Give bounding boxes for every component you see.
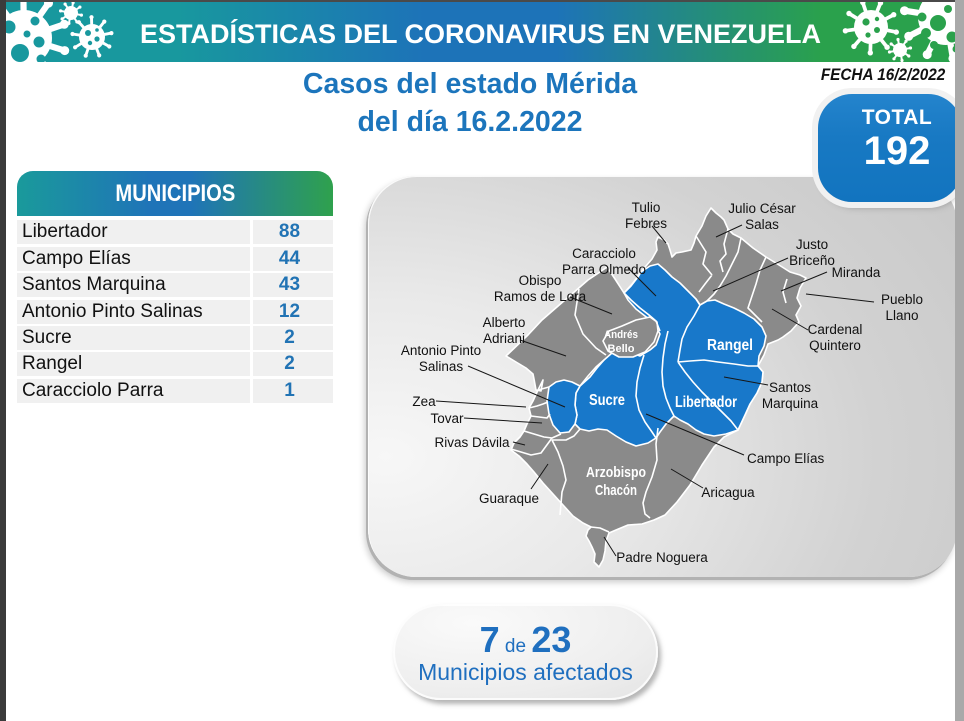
svg-text:Febres: Febres: [625, 216, 667, 231]
svg-text:Justo: Justo: [796, 237, 828, 252]
svg-text:Salas: Salas: [745, 217, 779, 232]
svg-text:Ramos de Lora: Ramos de Lora: [494, 289, 587, 304]
svg-text:Antonio Pinto: Antonio Pinto: [401, 343, 481, 358]
svg-text:Pueblo: Pueblo: [881, 292, 923, 307]
svg-text:Libertador: Libertador: [675, 394, 737, 411]
svg-text:Bello: Bello: [608, 343, 635, 355]
svg-text:Marquina: Marquina: [762, 396, 819, 411]
svg-text:Campo Elías: Campo Elías: [747, 451, 825, 466]
svg-text:Miranda: Miranda: [832, 265, 881, 280]
svg-text:Parra Olmedo: Parra Olmedo: [562, 262, 646, 277]
svg-text:Sucre: Sucre: [589, 392, 625, 409]
svg-text:Tovar: Tovar: [430, 411, 464, 426]
svg-text:Llano: Llano: [885, 308, 918, 323]
svg-text:Briceño: Briceño: [789, 253, 835, 268]
svg-text:Alberto: Alberto: [483, 315, 526, 330]
svg-text:Rivas Dávila: Rivas Dávila: [434, 435, 510, 450]
svg-text:Tulio: Tulio: [632, 200, 661, 215]
svg-text:Arzobispo: Arzobispo: [586, 464, 646, 481]
svg-text:Cardenal: Cardenal: [808, 322, 863, 337]
svg-text:Obispo: Obispo: [519, 273, 562, 288]
svg-text:Julio César: Julio César: [728, 201, 796, 216]
svg-text:Padre Noguera: Padre Noguera: [616, 550, 708, 565]
svg-text:Adriani: Adriani: [483, 331, 525, 346]
svg-text:Salinas: Salinas: [419, 359, 464, 374]
svg-text:Andrés: Andrés: [604, 329, 638, 341]
svg-text:Zea: Zea: [412, 394, 436, 409]
svg-text:Aricagua: Aricagua: [701, 485, 755, 500]
svg-text:Guaraque: Guaraque: [479, 491, 539, 506]
svg-text:Caracciolo: Caracciolo: [572, 246, 636, 261]
svg-text:Rangel: Rangel: [707, 337, 753, 354]
svg-text:Chacón: Chacón: [595, 482, 637, 499]
svg-text:Santos: Santos: [769, 380, 811, 395]
svg-text:Quintero: Quintero: [809, 338, 861, 353]
